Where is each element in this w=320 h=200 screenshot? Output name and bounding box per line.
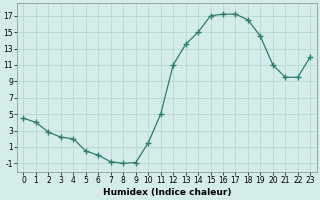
- X-axis label: Humidex (Indice chaleur): Humidex (Indice chaleur): [103, 188, 231, 197]
